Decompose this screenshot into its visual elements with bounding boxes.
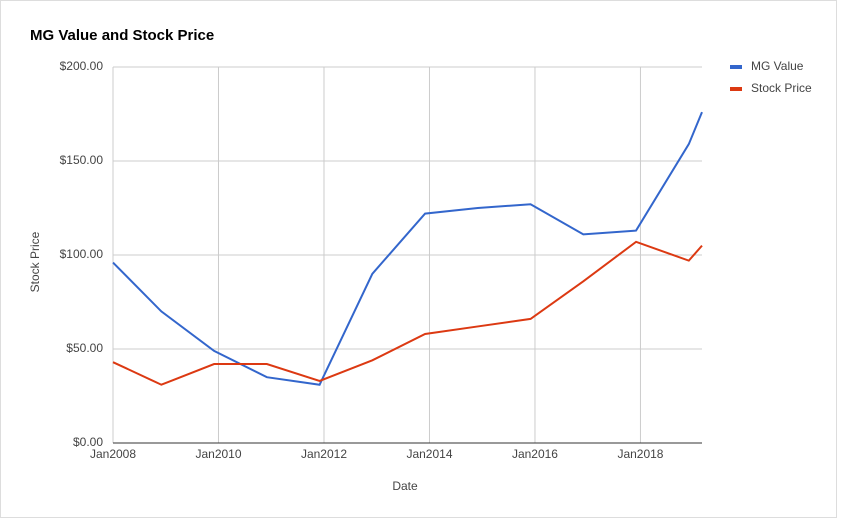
y-axis-label: Stock Price	[28, 231, 42, 292]
data-line	[112, 240, 703, 386]
legend-label: MG Value	[751, 59, 804, 73]
y-tick-label: $100.00	[60, 247, 104, 261]
x-tick-label: Jan2008	[90, 447, 136, 461]
x-tick-label: Jan2014	[406, 447, 452, 461]
x-tick-label: Jan2012	[301, 447, 347, 461]
x-tick-label: Jan2010	[195, 447, 241, 461]
data-line	[112, 111, 703, 386]
x-tick-label: Jan2016	[512, 447, 558, 461]
chart-title: MG Value and Stock Price	[30, 27, 214, 44]
x-axis-label: Date	[392, 479, 418, 493]
y-tick-label: $200.00	[60, 59, 104, 73]
y-tick-label: $0.00	[73, 435, 103, 449]
y-tick-label: $50.00	[66, 341, 103, 355]
x-tick-label: Jan2018	[617, 447, 663, 461]
legend-label: Stock Price	[751, 81, 812, 95]
y-tick-label: $150.00	[60, 153, 104, 167]
